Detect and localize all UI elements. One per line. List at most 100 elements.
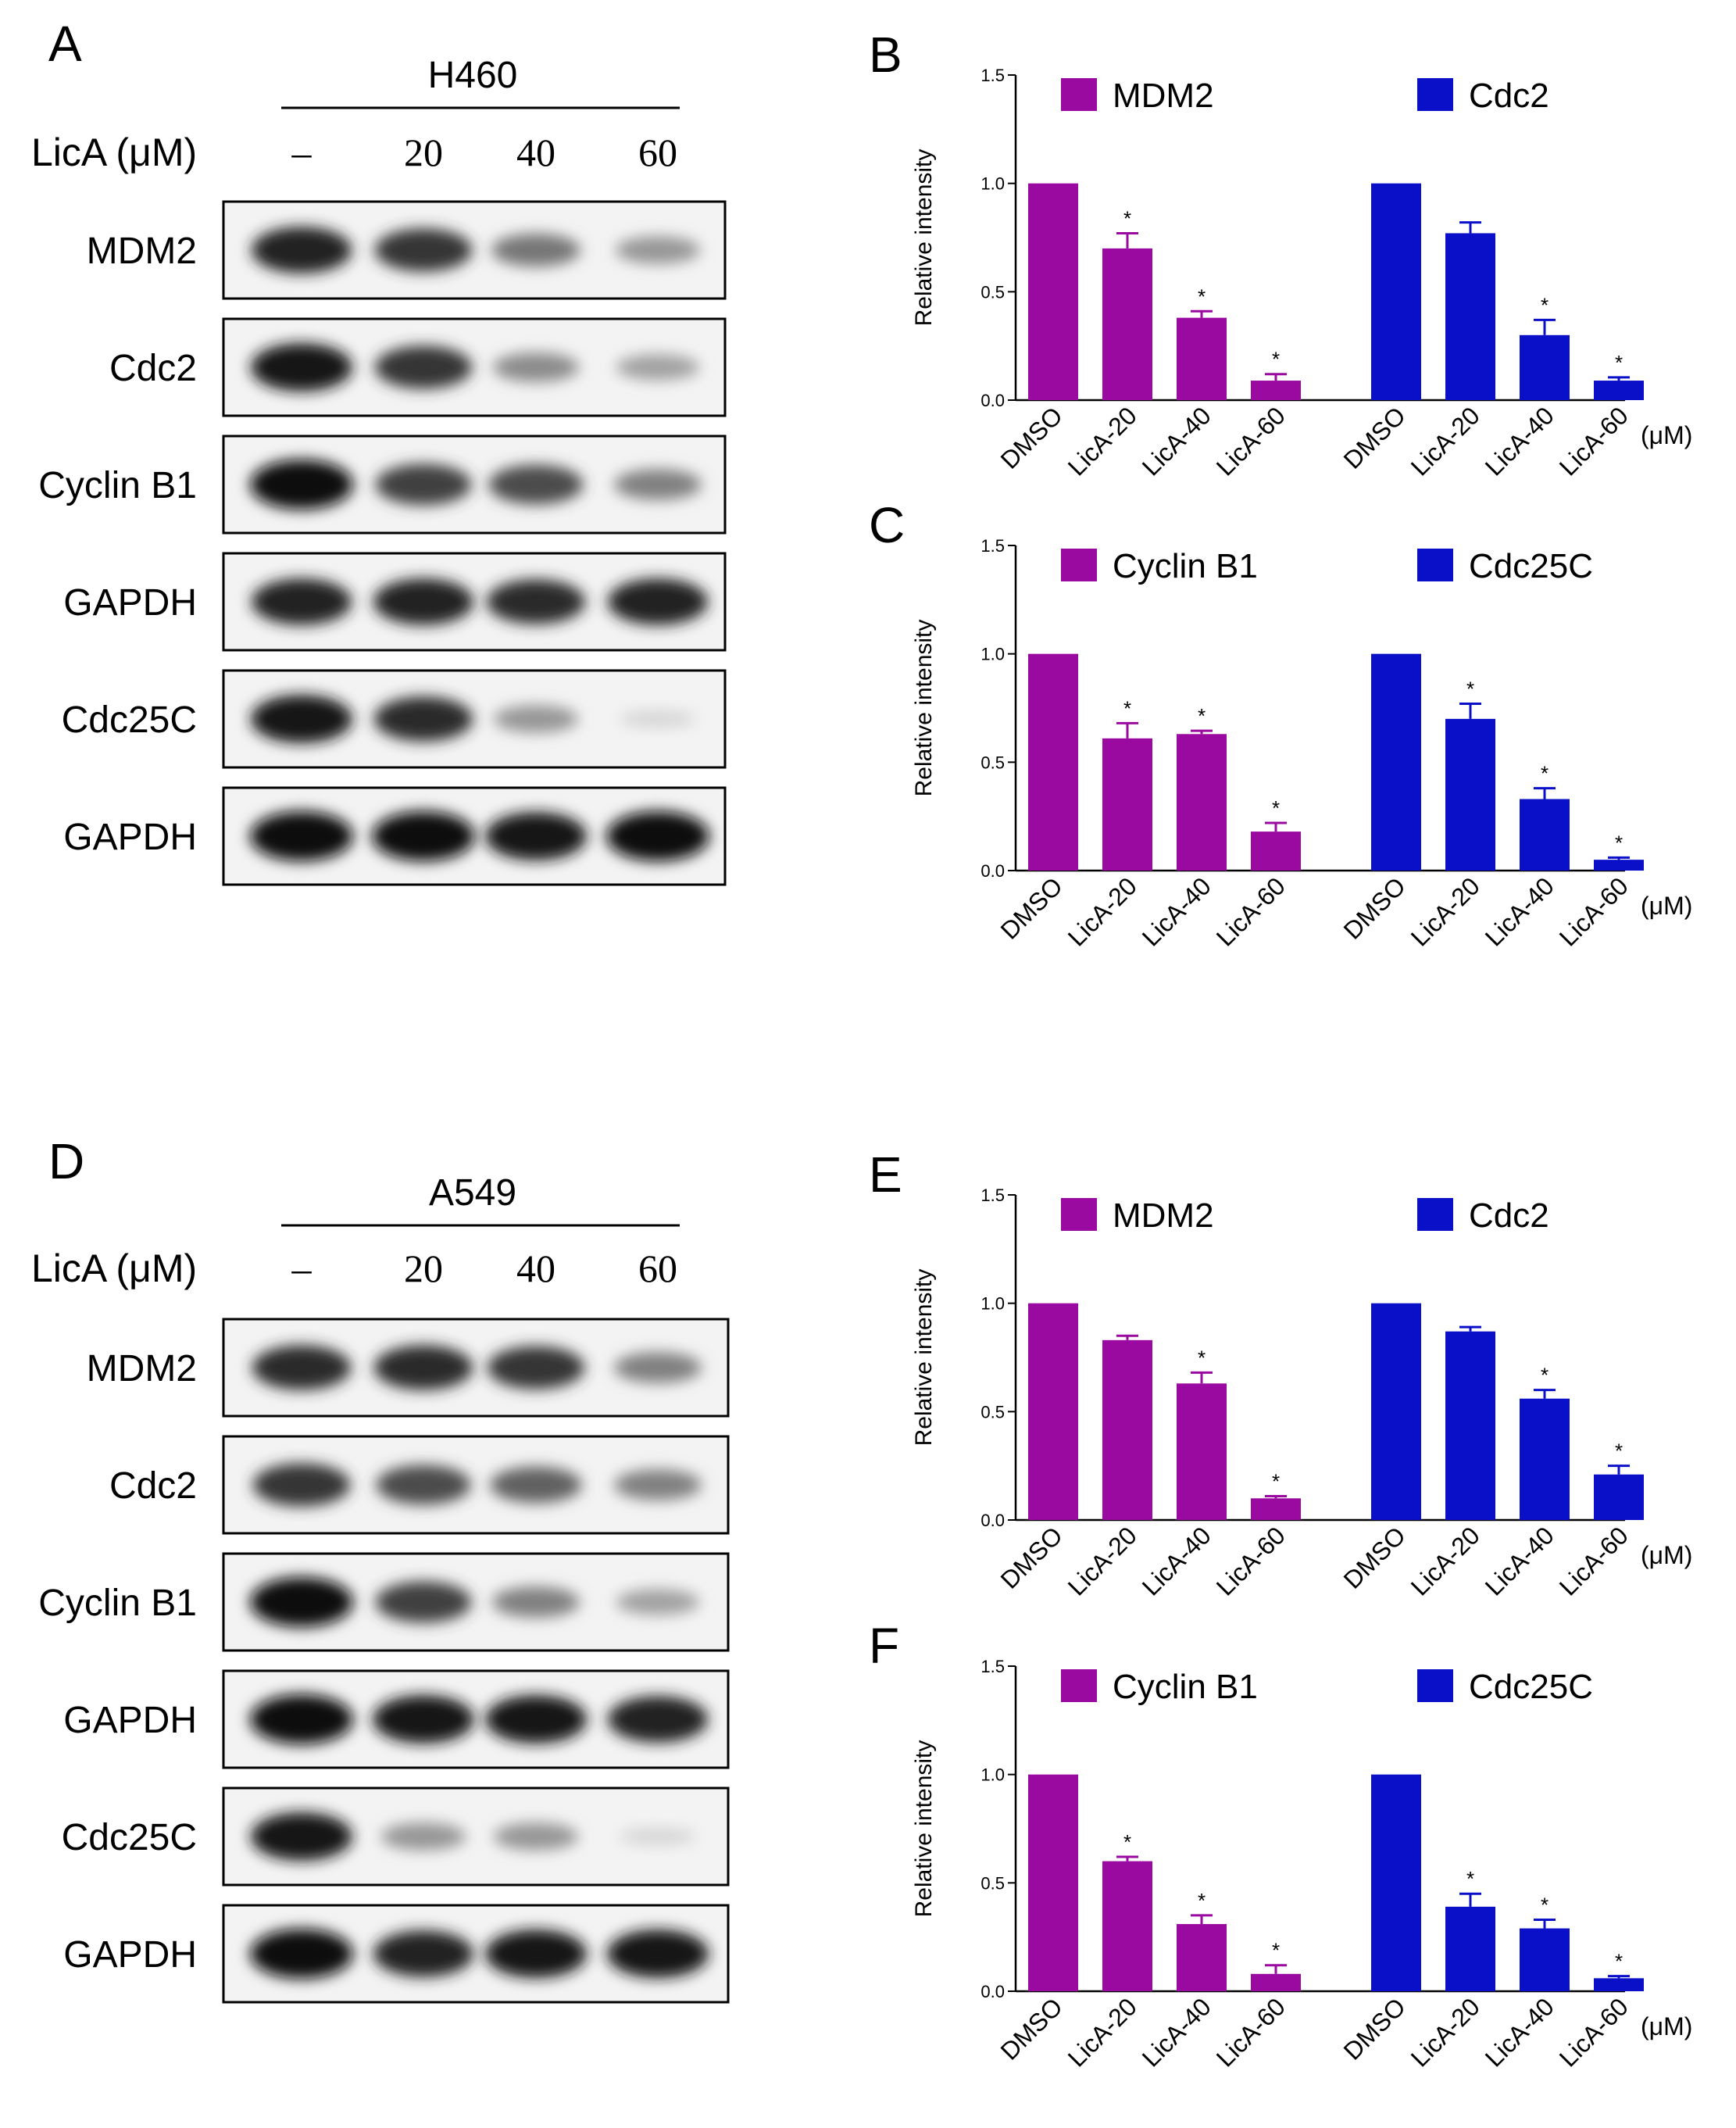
significance-marker: *	[1466, 1867, 1474, 1890]
protein-band	[613, 1352, 702, 1383]
x-unit-label: (μM)	[1641, 892, 1692, 920]
protein-band	[492, 352, 580, 382]
bar	[1371, 1303, 1421, 1520]
x-category-label: LicA-60	[1211, 1992, 1291, 2072]
protein-band	[606, 1930, 709, 1978]
protein-band	[250, 1577, 353, 1627]
significance-marker: *	[1615, 1950, 1623, 1973]
protein-band	[250, 343, 353, 392]
x-category-label: LicA-20	[1406, 401, 1485, 481]
x-category-label: LicA-40	[1137, 401, 1216, 481]
significance-marker: *	[1198, 1889, 1206, 1912]
protein-band	[372, 1695, 475, 1744]
legend-label: Cyclin B1	[1113, 547, 1258, 585]
protein-band	[484, 812, 588, 860]
protein-band	[615, 236, 701, 264]
protein-band	[376, 1465, 471, 1505]
significance-marker: *	[1272, 1469, 1280, 1493]
x-category-label: DMSO	[1338, 1521, 1411, 1593]
x-category-label: LicA-40	[1480, 1521, 1559, 1600]
significance-marker: *	[1466, 677, 1474, 700]
protein-band	[251, 227, 352, 274]
panel-letter: B	[869, 27, 902, 83]
protein-band	[251, 578, 352, 625]
y-tick-label: 0.0	[981, 391, 1005, 410]
y-tick-label: 0.5	[981, 1873, 1005, 1893]
y-tick-label: 1.5	[981, 66, 1005, 85]
legend-label: Cyclin B1	[1113, 1668, 1258, 1706]
legend-label: Cdc2	[1469, 1196, 1549, 1235]
bar-chart-f: F 0.0 0.5 1.0 1.5 Relative intensity Cyclin B1…	[869, 1618, 1692, 2073]
band-label: Cdc2	[109, 348, 197, 389]
lane-dose-label: 40	[516, 131, 555, 174]
bar	[1445, 1906, 1495, 1991]
protein-band	[620, 710, 696, 728]
legend-swatch	[1061, 1669, 1097, 1702]
x-category-label: LicA-40	[1137, 1521, 1216, 1600]
x-category-label: LicA-20	[1406, 1521, 1485, 1600]
bar	[1102, 1339, 1152, 1520]
y-tick-label: 0.0	[981, 1511, 1005, 1530]
protein-band	[620, 1827, 696, 1846]
significance-marker: *	[1541, 762, 1548, 785]
lane-dose-label: 20	[404, 131, 443, 174]
y-axis-label: Relative intensity	[911, 1269, 937, 1447]
protein-band	[375, 1581, 472, 1623]
bar	[1594, 381, 1644, 400]
blot-strip: GAPDH	[63, 1904, 730, 2004]
x-category-label: LicA-60	[1554, 871, 1634, 951]
bar	[1520, 334, 1570, 400]
blot-strip: Cdc2	[109, 1435, 730, 1535]
protein-band	[606, 811, 709, 861]
significance-marker: *	[1123, 1830, 1131, 1854]
protein-band	[250, 1929, 353, 1979]
cell-line-title: A549	[429, 1172, 516, 1214]
lane-dose-label: 40	[516, 1246, 555, 1290]
protein-band	[372, 811, 475, 861]
bar	[1251, 381, 1301, 400]
protein-band	[374, 345, 473, 389]
bar	[1520, 799, 1570, 871]
legend-swatch	[1417, 1198, 1453, 1231]
bar	[1445, 1331, 1495, 1520]
protein-band	[250, 460, 353, 510]
y-tick-label: 1.5	[981, 1657, 1005, 1676]
bar	[1251, 1973, 1301, 1991]
x-category-label: DMSO	[995, 1992, 1068, 2065]
protein-band	[607, 578, 709, 625]
panel-letter: E	[869, 1146, 902, 1203]
x-category-label: LicA-20	[1406, 1992, 1485, 2072]
bar	[1177, 317, 1227, 400]
x-category-label: LicA-40	[1137, 1992, 1216, 2072]
x-category-label: DMSO	[995, 401, 1068, 474]
x-category-label: LicA-20	[1063, 1992, 1142, 2072]
protein-band	[613, 469, 702, 500]
y-tick-label: 1.0	[981, 1765, 1005, 1785]
band-label: MDM2	[87, 231, 197, 272]
legend-swatch	[1417, 549, 1453, 581]
blot-strip: GAPDH	[63, 552, 727, 652]
bar	[1177, 734, 1227, 871]
bar	[1251, 832, 1301, 871]
protein-band	[252, 1463, 351, 1507]
protein-band	[616, 354, 700, 381]
legend-label: Cdc25C	[1469, 1668, 1593, 1706]
x-category-label: LicA-60	[1211, 871, 1291, 951]
lane-dose-label: –	[291, 131, 313, 174]
band-label: GAPDH	[63, 1934, 197, 1976]
significance-marker: *	[1541, 1893, 1548, 1916]
y-tick-label: 1.0	[981, 1294, 1005, 1314]
band-label: GAPDH	[63, 1700, 197, 1741]
y-tick-label: 0.0	[981, 861, 1005, 881]
x-category-label: LicA-20	[1063, 871, 1142, 951]
bar	[1594, 860, 1644, 871]
blot-strip: GAPDH	[63, 786, 727, 886]
legend-swatch	[1417, 78, 1453, 111]
y-tick-label: 0.0	[981, 1982, 1005, 2001]
significance-marker: *	[1541, 1364, 1548, 1387]
x-category-label: DMSO	[995, 1521, 1068, 1593]
bar	[1102, 738, 1152, 871]
bar	[1371, 183, 1421, 400]
blot-strip: Cyclin B1	[38, 435, 727, 535]
